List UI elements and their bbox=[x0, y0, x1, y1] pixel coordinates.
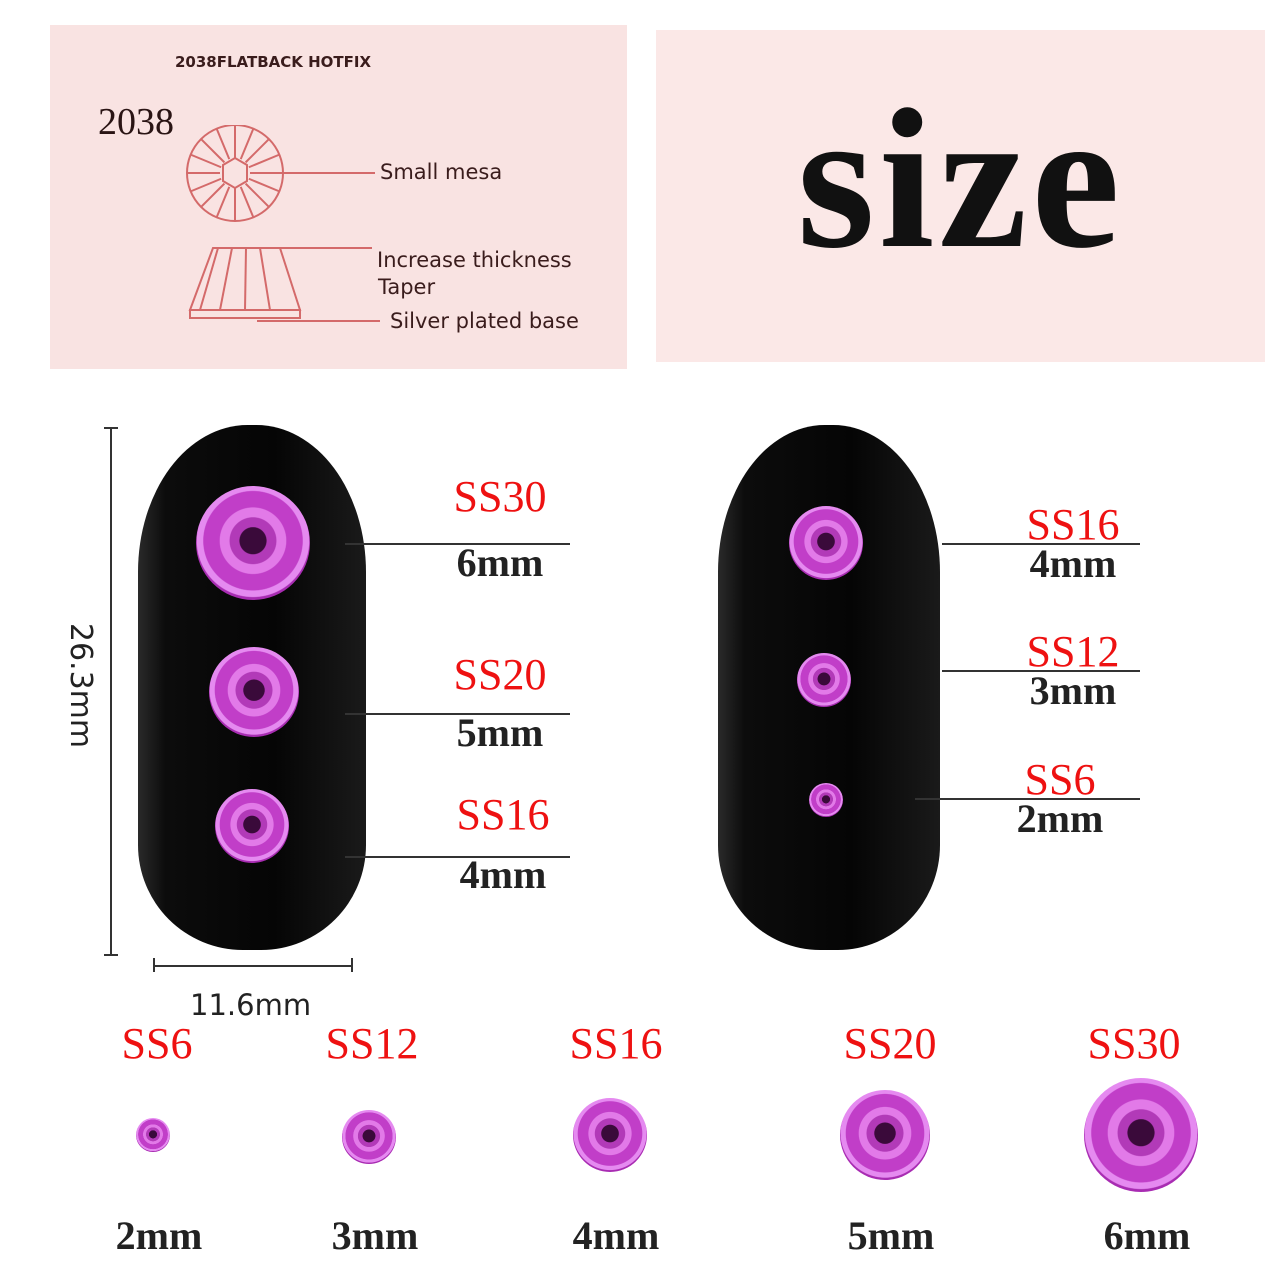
mm-label: 3mm bbox=[1029, 668, 1117, 713]
mm-label: 4mm bbox=[1029, 541, 1117, 586]
label-taper: Taper bbox=[378, 275, 436, 299]
gem-ss12 bbox=[342, 1110, 396, 1164]
label-small-mesa: Small mesa bbox=[380, 160, 503, 184]
gem-ss30 bbox=[196, 486, 310, 600]
gem-ss20 bbox=[209, 647, 299, 737]
ss-label: SS16 bbox=[1026, 500, 1120, 549]
title-panel bbox=[656, 30, 1265, 362]
leader-line bbox=[345, 713, 570, 715]
size-mm-label: 5mm bbox=[847, 1213, 935, 1258]
gem-ss30 bbox=[1084, 1078, 1198, 1192]
gem-ss6 bbox=[809, 783, 843, 817]
gem-ss12 bbox=[797, 653, 851, 707]
height-label: 26.3mm bbox=[63, 622, 99, 749]
mm-label: 4mm bbox=[459, 852, 547, 897]
ss-label: SS12 bbox=[1026, 627, 1120, 676]
title: size bbox=[797, 69, 1124, 290]
tick bbox=[104, 427, 118, 429]
size-mm-label: 2mm bbox=[115, 1213, 203, 1258]
ss-label: SS30 bbox=[453, 472, 547, 521]
mm-label: 5mm bbox=[456, 710, 544, 755]
leader-line bbox=[942, 670, 1140, 672]
height-dimension-line bbox=[110, 427, 112, 955]
gem-ss16 bbox=[215, 789, 289, 863]
leader-line bbox=[345, 856, 570, 858]
size-ss-label: SS16 bbox=[569, 1019, 663, 1068]
size-mm-label: 3mm bbox=[331, 1213, 419, 1258]
gem-ss6 bbox=[136, 1118, 170, 1152]
tick bbox=[104, 954, 118, 956]
label-silver-plated-base: Silver plated base bbox=[390, 309, 579, 333]
model-number: 2038 bbox=[98, 101, 174, 143]
width-label: 11.6mm bbox=[190, 988, 312, 1022]
gem-ss20 bbox=[840, 1090, 930, 1180]
size-ss-label: SS20 bbox=[843, 1019, 937, 1068]
size-mm-label: 4mm bbox=[572, 1213, 660, 1258]
size-ss-label: SS6 bbox=[121, 1019, 193, 1068]
gem-ss16 bbox=[573, 1098, 647, 1172]
size-ss-label: SS12 bbox=[325, 1019, 419, 1068]
ss-label: SS20 bbox=[453, 650, 547, 699]
mm-label: 2mm bbox=[1016, 796, 1104, 841]
tick bbox=[153, 958, 155, 972]
label-increase-thickness: Increase thickness bbox=[377, 248, 572, 272]
rhinestone-diagram-icon bbox=[186, 125, 380, 322]
leader-line bbox=[942, 543, 1140, 545]
ss-label: SS6 bbox=[1024, 755, 1096, 804]
width-dimension-line bbox=[153, 965, 353, 967]
gem-ss16 bbox=[789, 506, 863, 580]
tick bbox=[351, 958, 353, 972]
leader-line bbox=[915, 798, 1140, 800]
size-mm-label: 6mm bbox=[1103, 1213, 1191, 1258]
ss-label: SS16 bbox=[456, 790, 550, 839]
diagram-panel bbox=[50, 25, 627, 369]
size-ss-label: SS30 bbox=[1087, 1019, 1181, 1068]
leader-line bbox=[345, 543, 570, 545]
diagram-header: 2038FLATBACK HOTFIX bbox=[175, 53, 372, 71]
mm-label: 6mm bbox=[456, 540, 544, 585]
